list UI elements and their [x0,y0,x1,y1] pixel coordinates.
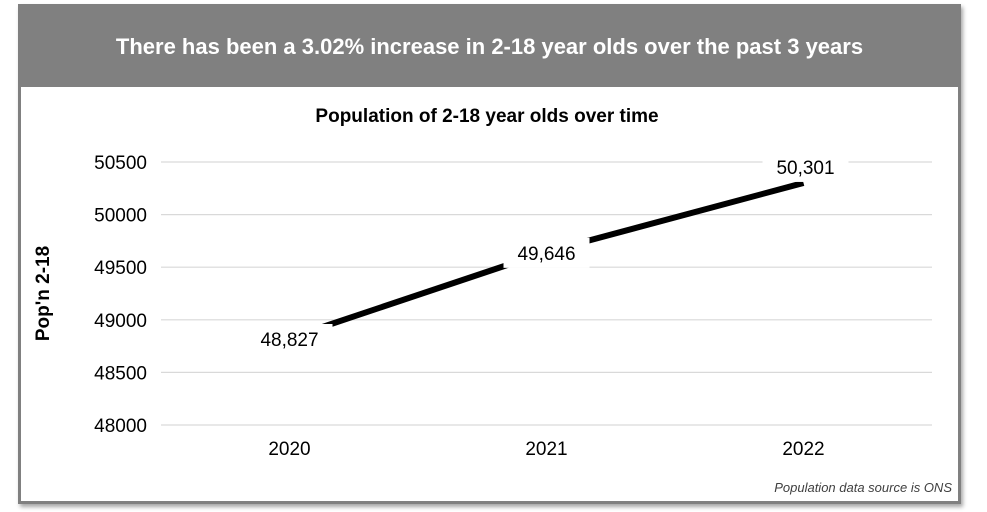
y-tick-label: 49000 [94,311,147,332]
y-tick-label: 49500 [94,258,147,279]
data-labels: 48,827 49,646 50,301 [246,151,849,354]
chart-title: Population of 2-18 year olds over time [315,106,658,127]
x-tick-labels: 2020 2021 2022 [268,439,824,460]
y-tick-label: 50000 [94,206,147,227]
headline-banner: There has been a 3.02% increase in 2-18 … [21,7,958,87]
x-tick-label: 2020 [268,439,310,460]
source-footnote: Population data source is ONS [774,480,952,495]
y-tick-label: 48500 [94,363,147,384]
y-tick-label: 50500 [94,153,147,174]
y-tick-labels: 48000 48500 49000 49500 50000 50500 [94,153,147,437]
grid-lines [161,161,932,426]
chart-panel: There has been a 3.02% increase in 2-18 … [18,4,961,504]
data-label-background [762,151,849,182]
line-chart: Population of 2-18 year olds over time P… [33,106,932,460]
line-chart-area: Population of 2-18 year olds over time P… [21,87,958,501]
x-tick-label: 2021 [525,439,567,460]
data-label: 49,646 [517,244,575,265]
x-tick-label: 2022 [782,439,824,460]
data-label-background [503,237,590,268]
data-label-background [246,323,333,354]
y-axis-label: Pop'n 2-18 [33,246,54,341]
data-label: 48,827 [260,330,318,351]
y-tick-label: 48000 [94,416,147,437]
data-label: 50,301 [776,158,834,179]
